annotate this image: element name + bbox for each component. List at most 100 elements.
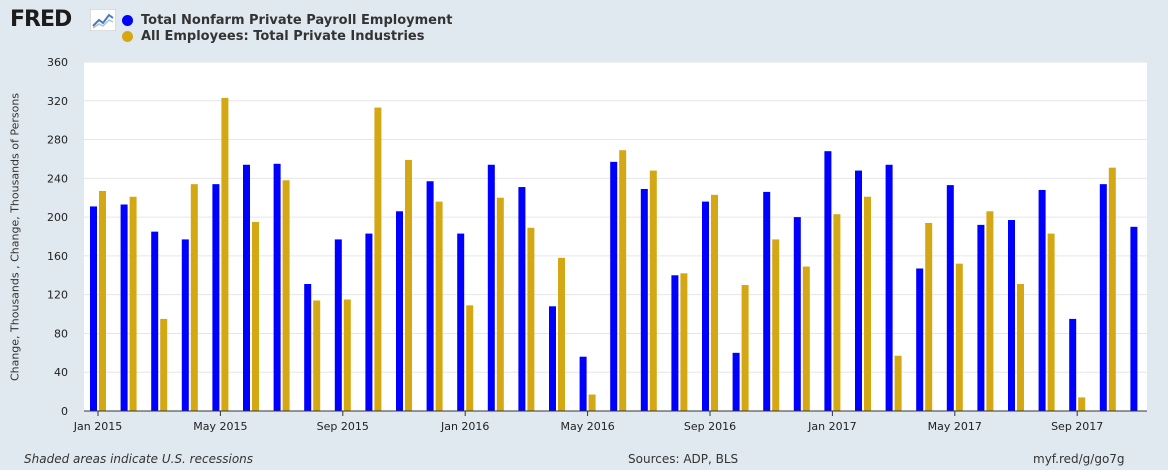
fred-logo[interactable]: FRED	[10, 7, 72, 32]
bar-bls	[374, 107, 382, 411]
sources-note: Sources: ADP, BLS	[628, 452, 739, 466]
trend-line-icon	[90, 9, 116, 31]
bar-adp	[855, 170, 862, 411]
y-tick-label: 40	[54, 366, 68, 379]
y-tick-label: 200	[47, 211, 68, 224]
bar-bls	[741, 284, 749, 411]
bar-adp	[916, 268, 924, 411]
bar-bls	[527, 227, 535, 411]
bar-adp	[1038, 189, 1046, 411]
bar-adp	[120, 204, 128, 411]
bar-bls	[252, 221, 259, 411]
y-tick-label: 0	[61, 405, 68, 418]
bar-adp	[732, 352, 740, 411]
bar-bls	[833, 214, 841, 411]
x-tick-label: May 2017	[928, 420, 982, 433]
bar-adp	[793, 217, 801, 411]
x-tick-label: Sep 2016	[684, 420, 736, 433]
bar-bls	[558, 257, 565, 411]
x-tick-label: Jan 2015	[73, 420, 122, 433]
bar-adp	[426, 181, 434, 411]
bar-bls	[405, 159, 412, 411]
bar-bls	[1108, 167, 1116, 411]
bar-adp	[151, 231, 159, 411]
y-tick-label: 360	[47, 56, 68, 69]
short-url-link[interactable]: myf.red/g/go7g	[1033, 452, 1125, 466]
bar-bls	[435, 201, 443, 411]
bar-bls	[864, 196, 871, 411]
bar-adp	[243, 164, 250, 411]
bar-bls	[986, 211, 994, 411]
bar-bls	[1078, 397, 1086, 411]
x-tick-label: Sep 2017	[1051, 420, 1103, 433]
bar-adp	[365, 233, 373, 411]
bar-adp	[824, 151, 832, 411]
bar-bls	[99, 190, 106, 411]
y-tick-label: 80	[54, 327, 68, 340]
bar-bls	[466, 305, 474, 411]
bar-adp	[549, 306, 556, 411]
bar-bls	[1047, 233, 1055, 411]
bar-adp	[212, 184, 220, 411]
recession-note: Shaded areas indicate U.S. recessions	[24, 452, 254, 466]
x-tick-label: Jan 2016	[440, 420, 489, 433]
bar-adp	[487, 164, 495, 411]
bar-bls	[894, 355, 902, 411]
x-tick-label: May 2015	[193, 420, 247, 433]
bar-bls	[925, 222, 933, 411]
bar-bls	[282, 180, 290, 411]
bar-adp	[90, 206, 97, 411]
bar-bls	[772, 239, 780, 411]
bar-adp	[304, 284, 312, 411]
y-tick-label: 280	[47, 134, 68, 147]
bar-adp	[702, 201, 709, 411]
bar-adp	[1130, 226, 1138, 411]
chart-legend: Total Nonfarm Private Payroll Employment…	[122, 12, 452, 44]
bar-bls	[588, 394, 596, 411]
bar-adp	[579, 356, 587, 411]
bar-bls	[221, 97, 229, 411]
bar-adp	[181, 239, 189, 411]
bar-adp	[457, 233, 465, 411]
legend-swatch-bls	[122, 30, 133, 42]
bar-adp	[334, 239, 342, 411]
bar-adp	[671, 275, 679, 411]
bar-adp	[763, 191, 771, 411]
bar-adp	[977, 224, 985, 411]
bar-bls	[343, 299, 351, 411]
bar-adp	[610, 161, 618, 411]
bar-bls	[129, 196, 137, 411]
bar-bls	[802, 266, 810, 411]
y-tick-label: 160	[47, 250, 68, 263]
bar-bls	[313, 300, 321, 411]
x-tick-label: Jan 2017	[807, 420, 856, 433]
bar-adp	[640, 188, 648, 411]
legend-item-adp[interactable]: Total Nonfarm Private Payroll Employment	[122, 12, 452, 28]
y-tick-label: 120	[47, 289, 68, 302]
legend-label-bls: All Employees: Total Private Industries	[141, 28, 425, 44]
legend-label-adp: Total Nonfarm Private Payroll Employment	[141, 12, 453, 28]
bar-adp	[1099, 184, 1107, 411]
bar-bls	[955, 263, 963, 411]
bar-bls	[496, 197, 504, 411]
bar-adp	[1069, 318, 1077, 411]
bar-adp	[396, 211, 403, 411]
y-tick-label: 240	[47, 172, 68, 185]
bar-bls	[680, 273, 688, 411]
x-tick-label: Sep 2015	[317, 420, 369, 433]
x-tick-label: May 2016	[560, 420, 614, 433]
bar-bls	[160, 318, 168, 411]
bar-adp	[1008, 220, 1015, 411]
legend-item-bls[interactable]: All Employees: Total Private Industries	[122, 28, 452, 44]
bar-bls	[649, 170, 657, 411]
bar-adp	[273, 163, 281, 411]
bar-adp	[885, 164, 893, 411]
bar-adp	[946, 185, 954, 411]
y-tick-label: 320	[47, 95, 68, 108]
legend-swatch-adp	[122, 14, 133, 26]
bar-adp	[518, 187, 526, 411]
bar-bls	[711, 194, 718, 411]
bar-bls	[1017, 284, 1024, 411]
bar-bls	[619, 150, 627, 411]
